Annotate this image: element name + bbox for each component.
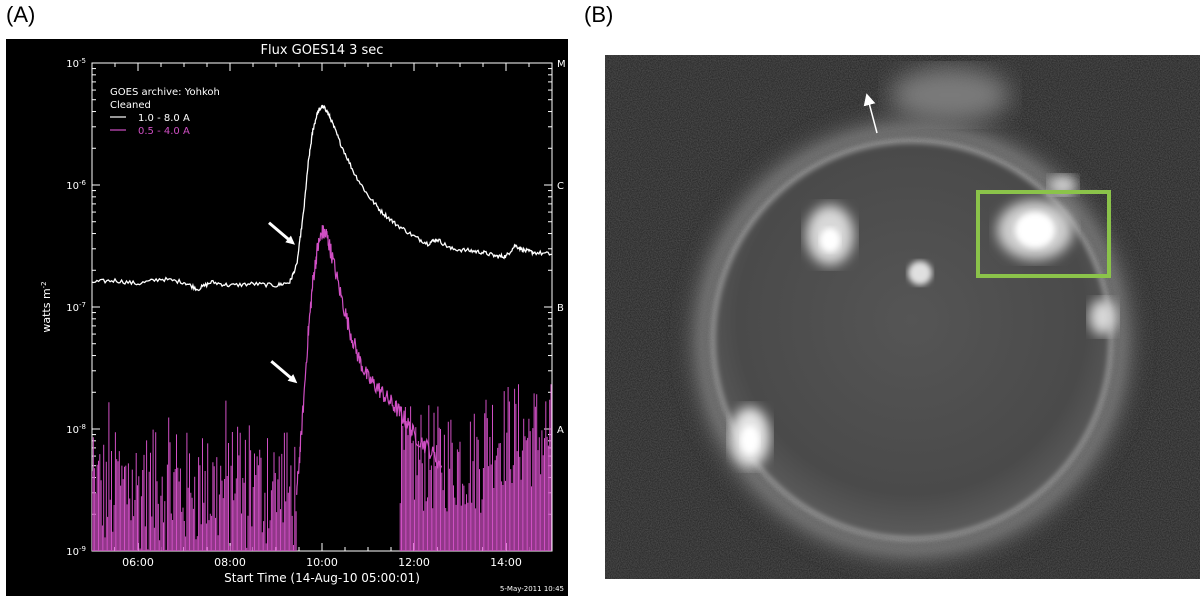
solar-xray-image: [605, 55, 1200, 579]
annotation-arrow: [270, 360, 298, 384]
chart-title: Flux GOES14 3 sec: [261, 43, 384, 58]
y-tick-label: 10-6: [66, 179, 86, 192]
x-tick-label: 06:00: [122, 556, 154, 569]
bright-regions: [730, 67, 1117, 467]
right-axis-class-label: M: [557, 59, 566, 70]
flare-region-highlight-box: [976, 190, 1111, 278]
annotation-arrow: [268, 221, 295, 245]
legend-header-2: Cleaned: [110, 100, 151, 111]
ticks-layer: 10-5 10-6 10-7 10-8 10-9 M C B A 06:00 08:00 10:00 1…: [66, 57, 565, 569]
series-layer: [92, 104, 552, 495]
x-tick-label: 08:00: [214, 556, 246, 569]
y-tick-label: 10-8: [66, 423, 86, 436]
goes-flux-chart: Flux GOES14 3 sec 10-5 10-6 10-7 10-8 10-9 M C…: [6, 39, 568, 596]
series-line-0.5-4A: [296, 225, 443, 495]
legend-header-1: GOES archive: Yohkoh: [110, 87, 220, 98]
y-tick-label: 10-5: [66, 57, 86, 70]
right-axis-class-label: B: [557, 303, 564, 314]
y-axis-label: watts m-2: [40, 281, 53, 332]
right-axis-class-label: A: [557, 425, 564, 436]
chart-svg: Flux GOES14 3 sec 10-5 10-6 10-7 10-8 10-9 M C…: [40, 43, 566, 593]
sun-image-svg: [605, 55, 1200, 579]
footer-stamp: 5-May-2011 10:45: [500, 585, 564, 593]
legend: GOES archive: Yohkoh Cleaned 1.0 - 8.0 A…: [110, 87, 220, 137]
series-line-1-8A: [92, 104, 552, 292]
x-tick-label: 14:00: [490, 556, 522, 569]
x-tick-label: 10:00: [306, 556, 338, 569]
north-arrow: [863, 93, 878, 134]
magenta-noise-spikes: [92, 384, 552, 551]
solar-limb: [711, 139, 1113, 541]
solar-disk: [714, 142, 1110, 538]
y-tick-label: 10-9: [66, 545, 86, 558]
x-axis-label: Start Time (14-Aug-10 05:00:01): [224, 571, 420, 585]
x-tick-label: 12:00: [398, 556, 430, 569]
background-noise-layer: [92, 384, 552, 551]
legend-entry-2: 0.5 - 4.0 A: [138, 126, 190, 137]
panel-label-a: (A): [6, 2, 36, 27]
right-axis-class-label: C: [557, 181, 564, 192]
legend-entry-1: 1.0 - 8.0 A: [138, 113, 190, 124]
y-tick-label: 10-7: [66, 301, 86, 314]
panel-label-b: (B): [584, 2, 614, 27]
